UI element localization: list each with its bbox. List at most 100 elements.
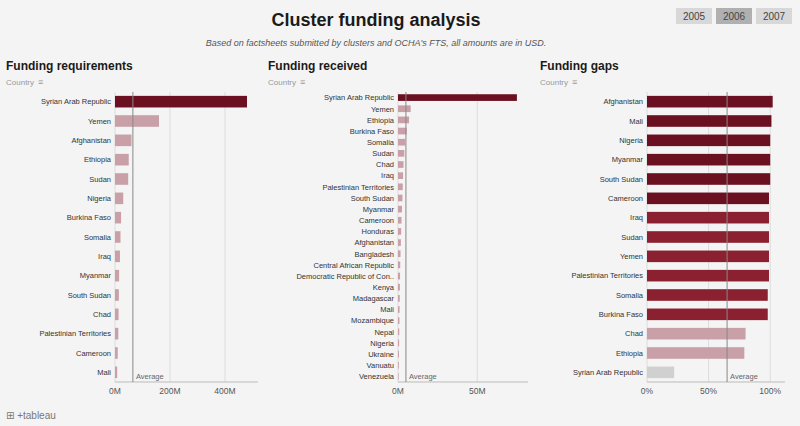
category-label: Yemen	[620, 252, 643, 261]
bar	[398, 195, 402, 202]
year-button-label[interactable]: 2005	[683, 11, 706, 22]
filter-icon[interactable]: ≡	[38, 77, 43, 87]
bar	[115, 309, 119, 321]
panel-title: Funding requirements	[6, 59, 133, 73]
bar	[398, 94, 517, 101]
x-axis-line	[115, 382, 258, 383]
category-label: Bangladesh	[354, 250, 394, 259]
bar	[398, 150, 404, 157]
bar	[398, 239, 401, 246]
filter-icon[interactable]: ≡	[300, 77, 305, 87]
category-label: Burkina Faso	[67, 213, 111, 222]
grid-line	[170, 92, 171, 382]
category-label: Palestinian Territories	[39, 329, 111, 338]
bar	[115, 115, 159, 127]
category-label: South Sudan	[600, 175, 643, 184]
chart-root: Cluster funding analysisBased on factshe…	[0, 0, 800, 426]
bar	[647, 212, 769, 224]
category-label: Myanmar	[363, 205, 395, 214]
bar	[647, 135, 770, 147]
category-label: Madagascar	[353, 294, 395, 303]
category-label: Ethiopia	[84, 155, 112, 164]
category-label: Iraq	[381, 171, 394, 180]
bar	[398, 306, 400, 313]
bar	[398, 250, 401, 257]
bar	[398, 117, 409, 124]
year-button[interactable]: 2006	[716, 8, 752, 24]
category-label: Cameroon	[76, 349, 111, 358]
bar	[115, 367, 117, 379]
bar	[398, 351, 399, 358]
category-label: Mali	[380, 305, 394, 314]
background	[0, 0, 800, 426]
category-label: Nigeria	[87, 194, 112, 203]
category-label: Afghanistan	[603, 97, 643, 106]
bar	[398, 362, 399, 369]
bar	[398, 373, 399, 380]
bar	[398, 183, 403, 190]
category-label: Cameroon	[608, 194, 643, 203]
bar	[398, 161, 404, 168]
bar	[647, 115, 771, 127]
category-label: Mali	[629, 117, 643, 126]
bar	[647, 251, 769, 263]
category-label: Mozambique	[351, 316, 394, 325]
category-label: Palestinian Territories	[322, 183, 394, 192]
bars	[398, 94, 517, 380]
bar	[115, 347, 118, 359]
category-label: Chad	[93, 310, 111, 319]
bar	[115, 212, 121, 224]
category-label: Chad	[625, 329, 643, 338]
filter-icon[interactable]: ≡	[572, 77, 577, 87]
filter-label[interactable]: Country	[268, 78, 296, 87]
category-label: Democratic Republic of Con..	[296, 272, 394, 281]
panel-title: Funding received	[268, 59, 367, 73]
category-label: Burkina Faso	[350, 127, 394, 136]
category-label: Nepal	[374, 328, 394, 337]
category-label: Nigeria	[619, 136, 644, 145]
category-label: Iraq	[630, 213, 643, 222]
bar	[398, 217, 401, 224]
year-button-box[interactable]	[676, 8, 712, 24]
panel: Funding receivedCountry≡0M50MSyrian Arab…	[268, 59, 528, 396]
category-label: Somalia	[616, 291, 644, 300]
year-button-box[interactable]	[716, 8, 752, 24]
x-axis-line	[647, 382, 785, 383]
category-label: Afghanistan	[354, 238, 394, 247]
bar	[647, 154, 770, 166]
footer-logo: ⊞ +tableau	[6, 410, 56, 421]
filter-label[interactable]: Country	[540, 78, 568, 87]
subtitle: Based on factsheets submitted by cluster…	[206, 38, 546, 48]
category-label: Kenya	[373, 283, 395, 292]
tick-label: 200M	[159, 386, 180, 396]
average-label: Average	[409, 372, 437, 381]
category-label: Chad	[376, 160, 394, 169]
grid-line	[398, 92, 399, 382]
tick-label: 50M	[469, 386, 486, 396]
category-label: Iraq	[98, 252, 111, 261]
panel-title: Funding gaps	[540, 59, 619, 73]
category-label: Sudan	[372, 149, 394, 158]
bar	[398, 262, 400, 269]
year-button-label[interactable]: 2006	[723, 11, 746, 22]
x-axis-line	[398, 382, 528, 383]
category-label: Syrian Arab Republic	[41, 97, 111, 106]
tick-label: 0%	[641, 386, 654, 396]
bars	[647, 96, 773, 378]
category-label: Nigeria	[370, 339, 395, 348]
bar	[647, 347, 744, 359]
bar	[115, 289, 119, 301]
bar	[647, 328, 746, 340]
category-label: South Sudan	[351, 194, 394, 203]
category-label: Venezuela	[359, 372, 395, 381]
bar	[647, 96, 773, 108]
category-label: Palestinian Territories	[571, 271, 643, 280]
year-button-label[interactable]: 2007	[763, 11, 786, 22]
category-label: Burkina Faso	[599, 310, 643, 319]
filter-label[interactable]: Country	[6, 78, 34, 87]
bar	[398, 317, 399, 324]
category-label: Mali	[97, 368, 111, 377]
year-button[interactable]: 2005	[676, 8, 712, 24]
year-button-box[interactable]	[756, 8, 792, 24]
year-button[interactable]: 2007	[756, 8, 792, 24]
